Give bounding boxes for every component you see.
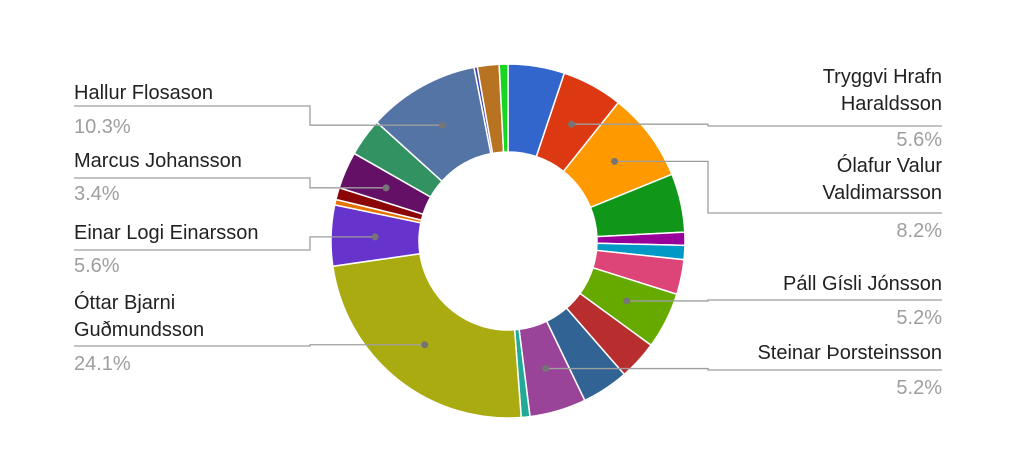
slices-layer <box>330 63 686 419</box>
leader-dot <box>611 157 619 165</box>
slice-label-percent: 3.4% <box>74 183 120 205</box>
leader-line <box>74 177 387 189</box>
slice-label-name: Óttar Bjarni <box>74 291 175 314</box>
slice-label-name: Guðmundsson <box>74 319 204 341</box>
leader-dot <box>568 120 576 128</box>
slice-label-name: Hallur Flosason <box>74 82 213 104</box>
slice-label-name: Einar Logi Einarsson <box>74 222 259 244</box>
leader-dot <box>623 297 631 305</box>
labels-layer: Tryggvi Hrafn Haraldsson 5.6% Ólafur Valur V… <box>74 66 942 399</box>
leader-dot <box>382 184 390 192</box>
leader-dot <box>439 121 447 129</box>
slice-label-percent: 8.2% <box>896 220 942 242</box>
slice-label-percent: 5.2% <box>896 307 942 329</box>
slice-label-percent: 10.3% <box>74 116 131 138</box>
slice-label-name: Haraldsson <box>841 93 942 115</box>
leader-line <box>74 344 425 347</box>
slice-label-percent: 5.2% <box>896 377 942 399</box>
slice-label-percent: 24.1% <box>74 353 131 375</box>
donut-slice[interactable] <box>331 252 523 419</box>
donut-slice[interactable] <box>498 63 509 153</box>
leader-dot <box>542 365 550 373</box>
slice-label-percent: 5.6% <box>74 255 120 277</box>
leader-line <box>571 123 942 127</box>
leader-dot <box>371 233 379 241</box>
leader-line <box>614 160 942 214</box>
leader-line <box>74 105 443 126</box>
slice-label-name: Tryggvi Hrafn <box>823 66 942 88</box>
slice-label-name: Steinar Þorsteinsson <box>757 342 942 364</box>
leader-line <box>545 367 942 371</box>
slice-label-percent: 5.6% <box>896 129 942 151</box>
slice-label-name: Marcus Johansson <box>74 150 242 172</box>
leader-dot <box>421 341 429 349</box>
leader-line <box>626 299 942 302</box>
leader-lines-layer <box>74 105 942 373</box>
leader-line <box>74 236 376 251</box>
slice-label-name: Valdimarsson <box>822 182 942 204</box>
slice-label-name: Ólafur Valur <box>837 154 943 177</box>
slice-label-name: Páll Gísli Jónsson <box>783 273 942 295</box>
